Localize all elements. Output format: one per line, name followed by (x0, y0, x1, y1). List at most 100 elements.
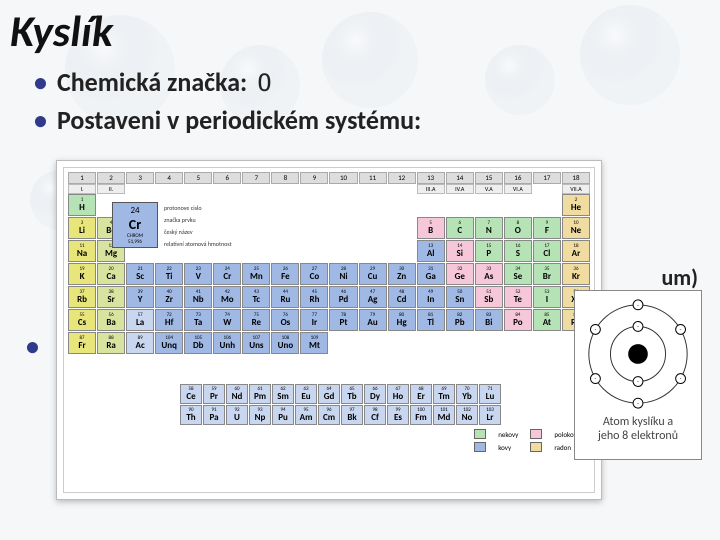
element-cell-Ne: 10Ne (562, 217, 590, 239)
element-cell-H: 1H (68, 194, 96, 216)
element-cell-Tb: 65Tb (341, 384, 363, 404)
roman-head (271, 184, 299, 194)
key-label-sym: značka prvku (164, 216, 232, 224)
col-num: 7 (242, 172, 270, 184)
element-cell-Sc: 21Sc (126, 263, 154, 285)
element-cell-K: 19K (68, 263, 96, 285)
roman-head (359, 184, 387, 194)
element-cell-La: 57La (126, 309, 154, 331)
element-cell-At: 85At (533, 309, 561, 331)
element-cell-Hf: 72Hf (155, 309, 183, 331)
element-cell-Li: 3Li (68, 217, 96, 239)
element-cell-Se: 34Se (504, 263, 532, 285)
element-cell-Kr: 36Kr (562, 263, 590, 285)
element-cell-Ir: 77Ir (300, 309, 328, 331)
element-cell-Tc: 43Tc (242, 286, 270, 308)
element-cell-Am: 95Am (295, 405, 317, 425)
roman-head: IV.A (446, 184, 474, 194)
element-cell-V: 23V (184, 263, 212, 285)
element-cell-Cr: 24Cr (213, 263, 241, 285)
element-cell-Te: 52Te (504, 286, 532, 308)
col-num: 9 (300, 172, 328, 184)
element-cell-Ta: 73Ta (184, 309, 212, 331)
element-cell-Re: 75Re (242, 309, 270, 331)
atom-caption-1: Atom kyslíku a (603, 415, 673, 429)
roman-head (213, 184, 241, 194)
periodic-table-image: 123456789101112131415161718 I.II.III.AIV… (56, 160, 602, 500)
element-cell-Tm: 69Tm (433, 384, 455, 404)
col-num: 3 (126, 172, 154, 184)
element-cell-Cu: 29Cu (359, 263, 387, 285)
element-cell-Bi: 83Bi (475, 309, 503, 331)
element-cell-Pr: 59Pr (203, 384, 225, 404)
element-cell-Ba: 56Ba (97, 309, 125, 331)
svg-text:-: - (595, 375, 597, 383)
svg-text:-: - (680, 325, 682, 333)
element-cell-As: 33As (475, 263, 503, 285)
column-number-row: 123456789101112131415161718 (68, 172, 590, 184)
element-key-legend: 24 Cr CHROM 51,996 protonove cislo značk… (112, 202, 332, 252)
element-cell-Gd: 64Gd (318, 384, 340, 404)
col-num: 6 (213, 172, 241, 184)
element-cell-Unh: 106Unh (213, 332, 241, 354)
category-legend: nekovypolokovykovyradon (474, 429, 580, 452)
bullet-label: Chemická značka: (57, 66, 247, 98)
element-cell-B: 5B (417, 217, 445, 239)
element-cell-Y: 39Y (126, 286, 154, 308)
col-num: 4 (155, 172, 183, 184)
col-num: 16 (504, 172, 532, 184)
element-cell-Fr: 87Fr (68, 332, 96, 354)
roman-head (126, 184, 154, 194)
element-cell-Na: 11Na (68, 240, 96, 262)
element-cell-He: 2He (562, 194, 590, 216)
roman-head: VII.A (562, 184, 590, 194)
element-cell-No: 102No (456, 405, 478, 425)
element-cell-Yb: 70Yb (456, 384, 478, 404)
element-cell-Ca: 20Ca (97, 263, 125, 285)
col-num: 5 (184, 172, 212, 184)
element-cell-Ce: 58Ce (180, 384, 202, 404)
element-cell-Ni: 28Ni (329, 263, 357, 285)
bullet-list: • Chemická značka: O • Postaveni v perio… (34, 66, 710, 136)
element-cell-Rh: 45Rh (300, 286, 328, 308)
slide: Kyslík • Chemická značka: O • Postaveni … (0, 0, 720, 540)
element-cell-Au: 79Au (359, 309, 387, 331)
element-cell-Po: 84Po (504, 309, 532, 331)
key-labels: protonove cislo značka prvku český název… (164, 202, 232, 248)
element-cell-I: 53I (533, 286, 561, 308)
roman-head (329, 184, 357, 194)
bullet-label: Postaveni v periodickém systému: (57, 104, 421, 136)
col-num: 13 (417, 172, 445, 184)
roman-head: I. (68, 184, 96, 194)
col-num: 15 (475, 172, 503, 184)
svg-text:-: - (637, 322, 639, 330)
element-cell-Nd: 60Nd (226, 384, 248, 404)
element-cell-Ti: 22Ti (155, 263, 183, 285)
element-cell-Uno: 108Uno (271, 332, 299, 354)
svg-text:-: - (637, 399, 639, 407)
element-cell-Cs: 55Cs (68, 309, 96, 331)
col-num: 1 (68, 172, 96, 184)
element-cell-Ru: 44Ru (271, 286, 299, 308)
element-cell-Si: 14Si (446, 240, 474, 262)
roman-head (533, 184, 561, 194)
element-cell-Pm: 61Pm (249, 384, 271, 404)
element-cell-Eu: 63Eu (295, 384, 317, 404)
atom-svg: -------- (579, 295, 697, 413)
col-num: 12 (388, 172, 416, 184)
atom-diagram: -------- Atom kyslíku a jeho 8 elektronů (574, 290, 702, 460)
element-cell-Fe: 26Fe (271, 263, 299, 285)
swatch-kovy (474, 442, 486, 452)
element-cell-Al: 13Al (417, 240, 445, 262)
col-num: 18 (562, 172, 590, 184)
element-cell-Ge: 32Ge (446, 263, 474, 285)
element-cell-Pa: 91Pa (203, 405, 225, 425)
element-cell-Mt: 109Mt (300, 332, 328, 354)
col-num: 10 (329, 172, 357, 184)
element-cell-W: 74W (213, 309, 241, 331)
element-cell-Pu: 94Pu (272, 405, 294, 425)
element-cell-Cm: 96Cm (318, 405, 340, 425)
element-cell-Rb: 37Rb (68, 286, 96, 308)
roman-head (300, 184, 328, 194)
col-num: 2 (97, 172, 125, 184)
